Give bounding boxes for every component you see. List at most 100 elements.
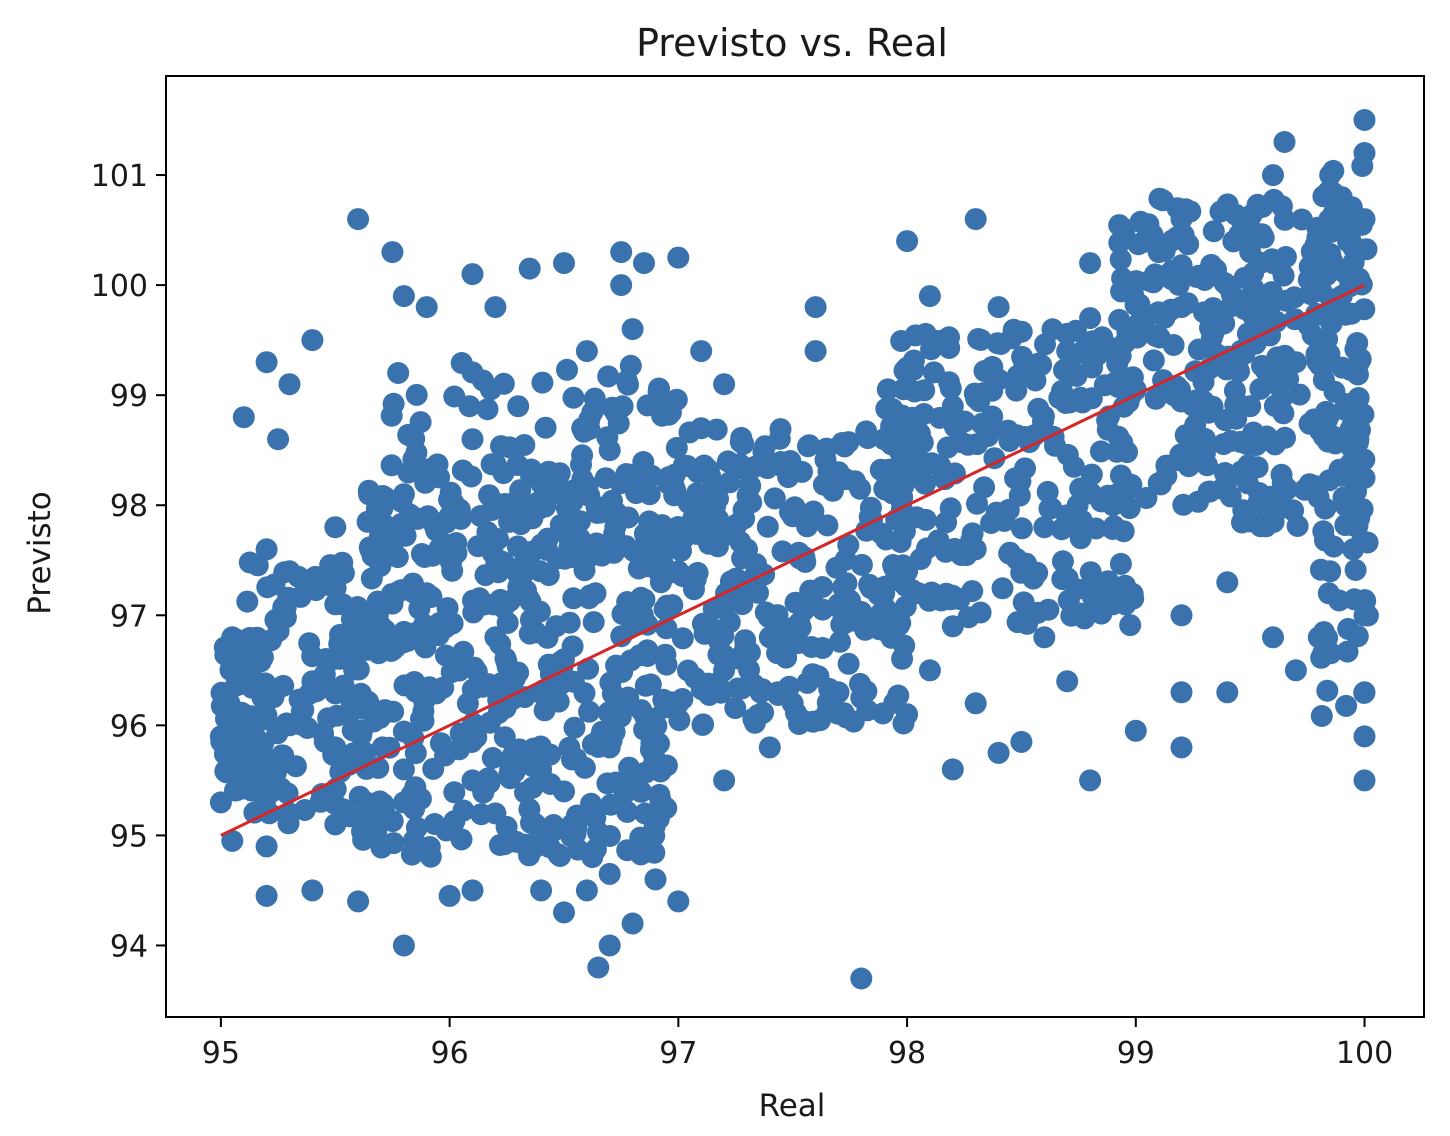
scatter-point — [1124, 719, 1147, 742]
scatter-point — [1005, 424, 1028, 447]
scatter-point — [696, 488, 719, 511]
scatter-point — [1322, 535, 1345, 558]
scatter-point — [347, 890, 370, 913]
x-tick-label: 98 — [888, 1036, 926, 1071]
y-tick-label: 100 — [91, 269, 148, 304]
scatter-point — [1353, 604, 1376, 627]
scatter-point — [653, 598, 676, 621]
scatter-point — [1320, 312, 1343, 335]
scatter-point — [1193, 439, 1216, 462]
scatter-point — [1333, 211, 1356, 233]
scatter-point — [1135, 487, 1158, 509]
scatter-point — [643, 746, 666, 769]
scatter-point — [479, 378, 502, 401]
scatter-point — [856, 427, 879, 450]
scatter-point — [731, 593, 754, 616]
scatter-point — [914, 322, 937, 345]
y-axis-label: Previsto — [22, 491, 58, 615]
scatter-point — [1091, 326, 1114, 349]
scatter-point — [353, 603, 376, 626]
scatter-point — [583, 387, 606, 410]
scatter-point — [802, 500, 825, 523]
scatter-point — [1010, 517, 1033, 540]
scatter-point — [941, 758, 964, 781]
scatter-point — [441, 559, 464, 582]
scatter-point — [1213, 312, 1236, 335]
scatter-point — [1012, 591, 1035, 614]
scatter-point — [278, 714, 301, 737]
scatter-point — [673, 526, 696, 549]
scatter-point — [553, 252, 575, 275]
scatter-point — [850, 967, 873, 990]
scatter-point — [738, 658, 760, 681]
scatter-point — [429, 732, 452, 755]
scatter-point — [891, 404, 913, 427]
scatter-point — [1230, 460, 1253, 483]
scatter-point — [481, 747, 504, 769]
reference-line-layer — [220, 283, 1366, 837]
scatter-point — [690, 417, 713, 440]
scatter-point — [1109, 552, 1132, 575]
scatter-point — [1262, 164, 1284, 187]
scatter-point — [902, 349, 925, 372]
scatter-point — [633, 588, 656, 611]
scatter-point — [1108, 308, 1131, 331]
scatter-point — [901, 465, 924, 488]
scatter-point — [749, 681, 772, 704]
scatter-point — [438, 505, 461, 528]
scatter-point — [520, 811, 542, 834]
scatter-point — [529, 735, 552, 758]
scatter-point — [654, 643, 677, 666]
scatter-point — [236, 590, 259, 613]
scatter-point — [1349, 347, 1372, 370]
scatter-point — [349, 697, 371, 720]
scatter-point — [616, 800, 639, 823]
scatter-point — [232, 406, 255, 429]
scatter-point — [964, 538, 987, 561]
scatter-point — [476, 398, 499, 421]
scatter-point — [756, 515, 779, 538]
scatter-point — [461, 263, 484, 286]
scatter-point — [578, 587, 600, 610]
scatter-point — [998, 541, 1021, 564]
scatter-point — [255, 884, 278, 907]
scatter-point — [1353, 769, 1376, 792]
y-axis: 94 95 96 97 98 99 100 101 — [91, 159, 166, 964]
scatter-point — [1333, 261, 1356, 284]
scatter-point — [907, 582, 930, 605]
scatter-point — [1310, 279, 1333, 302]
scatter-point — [896, 560, 919, 583]
scatter-point — [507, 395, 530, 418]
scatter-point — [835, 572, 858, 595]
scatter-point — [1069, 602, 1092, 625]
scatter-point — [1216, 274, 1239, 297]
scatter-point — [691, 713, 714, 736]
scatter-point — [977, 425, 999, 448]
scatter-point — [402, 448, 425, 471]
scatter-point — [1307, 486, 1330, 509]
scatter-point — [892, 378, 915, 401]
scatter-point — [1170, 604, 1193, 627]
scatter-point — [1274, 426, 1296, 449]
scatter-point — [1209, 200, 1232, 223]
scatter-point — [791, 460, 813, 483]
scatter-point — [804, 340, 827, 363]
scatter-point — [234, 777, 257, 800]
scatter-point — [621, 912, 644, 935]
scatter-point — [405, 383, 428, 406]
scatter-point — [255, 747, 278, 770]
scatter-point — [392, 285, 415, 308]
scatter-point — [1319, 560, 1342, 583]
scatter-point — [1124, 318, 1147, 341]
scatter-point — [627, 557, 650, 580]
scatter-point — [1335, 694, 1358, 717]
scatter-point — [1170, 736, 1193, 759]
scatter-point — [1040, 497, 1063, 520]
scatter-point — [465, 726, 488, 749]
scatter-point — [1080, 482, 1103, 505]
scatter-point — [531, 371, 554, 394]
scatter-point — [478, 711, 501, 734]
points-layer — [209, 109, 1379, 990]
scatter-point — [513, 434, 536, 456]
